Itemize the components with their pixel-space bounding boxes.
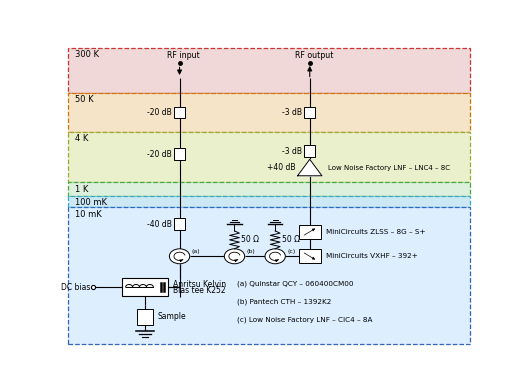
Text: (c) Low Noise Factory LNF – CIC4 – 8A: (c) Low Noise Factory LNF – CIC4 – 8A	[236, 317, 372, 323]
Text: -3 dB: -3 dB	[281, 108, 301, 117]
Text: -20 dB: -20 dB	[146, 150, 172, 159]
Bar	[68, 93, 470, 132]
Text: 4 K: 4 K	[75, 134, 88, 143]
Text: 10 mK: 10 mK	[75, 210, 101, 219]
Bar	[68, 196, 470, 207]
Circle shape	[265, 249, 286, 264]
Bar	[299, 225, 321, 239]
Text: -3 dB: -3 dB	[281, 147, 301, 156]
Bar	[122, 278, 169, 296]
Bar	[304, 107, 316, 118]
Text: 1 K: 1 K	[75, 185, 88, 194]
Text: Sample: Sample	[158, 312, 186, 321]
Circle shape	[170, 249, 190, 264]
Text: 50 K: 50 K	[75, 95, 93, 104]
Text: -20 dB: -20 dB	[146, 108, 172, 117]
Text: RF input: RF input	[167, 51, 200, 60]
Text: DC bias: DC bias	[61, 282, 90, 291]
Text: Anritsu Kelvin: Anritsu Kelvin	[173, 280, 226, 289]
Text: +40 dB: +40 dB	[267, 163, 295, 172]
Bar	[68, 48, 470, 93]
Text: 100 mK: 100 mK	[75, 198, 107, 207]
Text: (b): (b)	[247, 249, 256, 254]
Text: (a): (a)	[192, 249, 201, 254]
Text: RF output: RF output	[295, 51, 333, 60]
Bar	[174, 149, 185, 160]
Bar	[68, 207, 470, 344]
Bar	[68, 132, 470, 182]
Bar	[299, 249, 321, 263]
Text: (a) Quinstar QCY – 060400CM00: (a) Quinstar QCY – 060400CM00	[236, 281, 353, 288]
Bar	[174, 218, 185, 230]
Text: 300 K: 300 K	[75, 50, 99, 59]
Text: -40 dB: -40 dB	[146, 220, 172, 229]
Circle shape	[224, 249, 245, 264]
Text: 50 Ω: 50 Ω	[241, 236, 259, 244]
Text: Bias tee K252: Bias tee K252	[173, 286, 226, 294]
Text: (c): (c)	[287, 249, 296, 254]
Text: MiniCircuits VXHF – 392+: MiniCircuits VXHF – 392+	[326, 253, 418, 259]
Polygon shape	[298, 159, 322, 176]
Text: 50 Ω: 50 Ω	[282, 236, 300, 244]
Text: (b) Pantech CTH – 1392K2: (b) Pantech CTH – 1392K2	[236, 299, 331, 305]
Bar	[68, 182, 470, 196]
Bar	[304, 146, 316, 157]
Text: Low Noise Factory LNF – LNC4 – 8C: Low Noise Factory LNF – LNC4 – 8C	[328, 165, 450, 171]
Bar	[174, 107, 185, 118]
Bar	[137, 309, 153, 325]
Text: MiniCircuits ZLSS – 8G – S+: MiniCircuits ZLSS – 8G – S+	[326, 229, 425, 235]
